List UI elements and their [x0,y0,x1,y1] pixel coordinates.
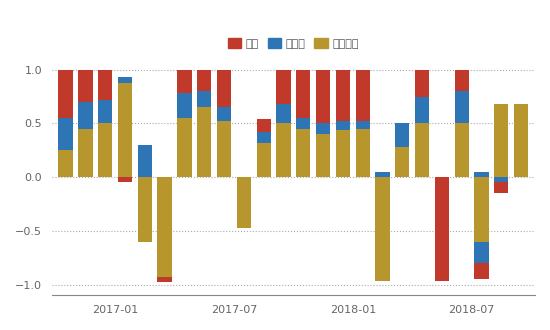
Bar [236,177,251,228]
Bar [98,123,112,177]
Bar [217,107,231,121]
Bar [98,100,112,123]
Bar [118,77,132,82]
Bar [475,263,488,279]
Bar [336,70,350,121]
Bar [138,145,152,177]
Bar [475,172,488,177]
Bar [336,130,350,177]
Bar [217,121,231,177]
Bar [276,123,290,177]
Bar [316,134,330,177]
Bar [514,104,528,177]
Bar [276,104,290,123]
Bar [177,93,191,118]
Bar [58,118,73,150]
Bar [415,97,429,123]
Bar [455,91,469,123]
Bar [475,242,488,263]
Bar [256,119,271,132]
Bar [197,70,211,91]
Bar [58,150,73,177]
Bar [296,129,310,177]
Bar [197,107,211,177]
Bar [296,70,310,118]
Legend: 普通, 高净值, 超高净值: 普通, 高净值, 超高净值 [223,34,363,53]
Bar [395,123,409,147]
Bar [336,121,350,130]
Bar [494,182,508,193]
Bar [455,70,469,91]
Bar [256,132,271,143]
Bar [157,177,172,277]
Bar [435,177,449,281]
Bar [316,70,330,123]
Bar [455,123,469,177]
Bar [157,277,172,282]
Bar [177,118,191,177]
Bar [197,91,211,107]
Bar [475,177,488,242]
Bar [78,70,92,102]
Bar [256,143,271,177]
Bar [494,177,508,182]
Bar [375,177,389,281]
Bar [395,147,409,177]
Bar [118,177,132,182]
Bar [415,70,429,97]
Bar [138,177,152,242]
Bar [355,70,370,121]
Bar [98,70,112,100]
Bar [355,121,370,129]
Bar [494,104,508,177]
Bar [355,129,370,177]
Bar [78,129,92,177]
Bar [177,70,191,93]
Bar [375,172,389,177]
Bar [415,123,429,177]
Bar [78,102,92,129]
Bar [217,70,231,107]
Bar [276,70,290,104]
Bar [118,82,132,177]
Bar [58,70,73,118]
Bar [296,118,310,129]
Bar [316,123,330,134]
